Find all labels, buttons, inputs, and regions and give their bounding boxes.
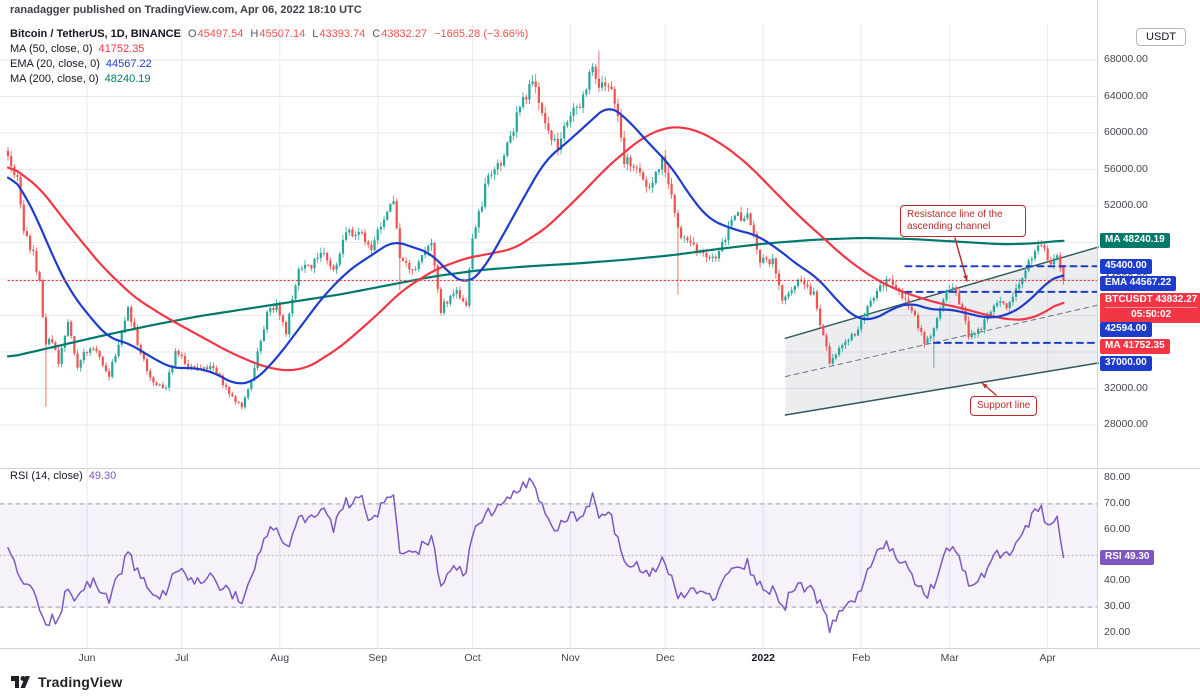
time-axis-separator <box>0 648 1200 649</box>
ohlc-letter: L <box>312 28 319 40</box>
rsi-tick-label: 20.00 <box>1104 626 1131 638</box>
price-axis[interactable]: 68000.00 64000.00 60000.00 56000.00 52000.00… <box>1097 0 1200 648</box>
rsi-tick-label: 40.00 <box>1104 574 1131 587</box>
rsi-legend-row[interactable]: RSI (14, close) 49.30 <box>10 470 116 482</box>
symbol-title: Bitcoin / TetherUS, 1D, BINANCE <box>10 28 181 40</box>
time-tick-label-aug: Aug <box>270 652 290 664</box>
rsi-value: 49.30 <box>88 470 117 482</box>
indicator-label: MA (200, close, 0) <box>10 73 99 85</box>
price-badge-value: BTCUSDT 43832.27 <box>1105 293 1198 305</box>
time-tick-label-feb: Feb <box>852 652 871 664</box>
ohlc-value: 45507.14 <box>259 28 306 40</box>
annotation-resistance-callout[interactable]: Resistance line of the ascending channel <box>900 205 1026 237</box>
ohlc-values: O45497.54 H45507.14 L43393.74 C43832.27 <box>181 28 427 40</box>
price-badge-level-42594: 42594.00 <box>1100 321 1152 337</box>
price-badge-ma50: MA 41752.35 <box>1100 338 1170 354</box>
price-badge-value: MA 48240.19 <box>1105 233 1165 245</box>
time-tick-label-dec: Dec <box>655 652 675 664</box>
price-axis-separator <box>1097 0 1098 648</box>
price-badge-level-37000: 37000.00 <box>1100 355 1152 371</box>
indicator-label: EMA (20, close, 0) <box>10 58 100 70</box>
price-badge-ema20: EMA 44567.22 <box>1100 275 1177 291</box>
price-tick-label: 52000.00 <box>1104 199 1148 211</box>
price-badge-value: 37000.00 <box>1105 356 1147 368</box>
indicator-label: MA (50, close, 0) <box>10 43 93 55</box>
price-tick-label: 64000.00 <box>1104 89 1148 102</box>
indicator-value: 44567.22 <box>105 58 152 70</box>
price-badge-ma200: MA 48240.19 <box>1100 232 1170 248</box>
price-badge-level-45400: 45400.00 <box>1100 258 1152 274</box>
price-badge-countdown: 05:50:02 <box>1105 306 1198 321</box>
ohlc-value: 45497.54 <box>197 28 244 40</box>
price-badge-value: 42594.00 <box>1105 322 1147 334</box>
time-tick-label-apr: Apr <box>1039 652 1056 664</box>
tradingview-logo-icon <box>11 676 30 688</box>
indicator-legend-ema20[interactable]: EMA (20, close, 0) 44567.22 <box>10 57 528 72</box>
price-tick-label: 60000.00 <box>1104 126 1148 138</box>
tradingview-wordmark: TradingView <box>38 674 123 690</box>
time-tick-label-oct: Oct <box>464 652 481 664</box>
legend-block: Bitcoin / TetherUS, 1D, BINANCE O45497.54… <box>10 27 528 87</box>
indicator-value: 41752.35 <box>98 43 145 55</box>
ohlc-value: 43832.27 <box>381 28 428 40</box>
time-tick-label-mar: Mar <box>940 652 959 664</box>
indicator-legend-ma200[interactable]: MA (200, close, 0) 48240.19 <box>10 72 528 87</box>
rsi-label: RSI (14, close) <box>10 470 83 482</box>
symbol-legend-row[interactable]: Bitcoin / TetherUS, 1D, BINANCE O45497.54… <box>10 27 528 42</box>
tradingview-logo[interactable]: TradingView <box>10 673 122 691</box>
price-tick-label: 68000.00 <box>1104 53 1148 65</box>
published-byline: ranadagger published on TradingView.com,… <box>10 4 362 16</box>
rsi-tick-label: 80.00 <box>1104 471 1131 483</box>
panel-separator <box>0 468 1200 469</box>
price-badge-last-price: BTCUSDT 43832.27 05:50:02 <box>1100 292 1200 323</box>
price-tick-label: 56000.00 <box>1104 162 1148 175</box>
indicator-value: 48240.19 <box>104 73 151 85</box>
currency-toggle-button[interactable]: USDT <box>1136 28 1186 46</box>
rsi-tick-label: 60.00 <box>1104 522 1131 535</box>
price-badge-value: EMA 44567.22 <box>1105 276 1172 288</box>
price-tick-label: 32000.00 <box>1104 381 1148 394</box>
rsi-tick-label: 30.00 <box>1104 600 1131 613</box>
time-tick-label-jun: Jun <box>78 652 96 664</box>
rsi-value-badge: RSI 49.30 <box>1100 550 1155 566</box>
price-badge-value: MA 41752.35 <box>1105 339 1165 351</box>
change-value: −1665.28 (−3.66%) <box>434 28 529 40</box>
indicator-legend-ma50[interactable]: MA (50, close, 0) 41752.35 <box>10 42 528 57</box>
annotation-support-callout[interactable]: Support line <box>970 396 1038 416</box>
time-tick-label-jul: Jul <box>175 652 189 664</box>
time-axis[interactable]: Jun Jul Aug Sep Oct Nov Dec 2022 Feb Mar Apr <box>0 648 1200 670</box>
ohlc-letter: C <box>372 28 381 40</box>
price-tick-label: 28000.00 <box>1104 418 1148 430</box>
price-badge-value: 45400.00 <box>1105 259 1147 271</box>
ohlc-letter: O <box>187 28 197 40</box>
time-tick-label-sep: Sep <box>368 652 388 664</box>
time-tick-label-2022: 2022 <box>751 652 775 664</box>
rsi-tick-label: 70.00 <box>1104 496 1131 509</box>
time-tick-label-nov: Nov <box>561 652 580 664</box>
ohlc-value: 43393.74 <box>319 28 366 40</box>
ohlc-letter: H <box>250 28 259 40</box>
